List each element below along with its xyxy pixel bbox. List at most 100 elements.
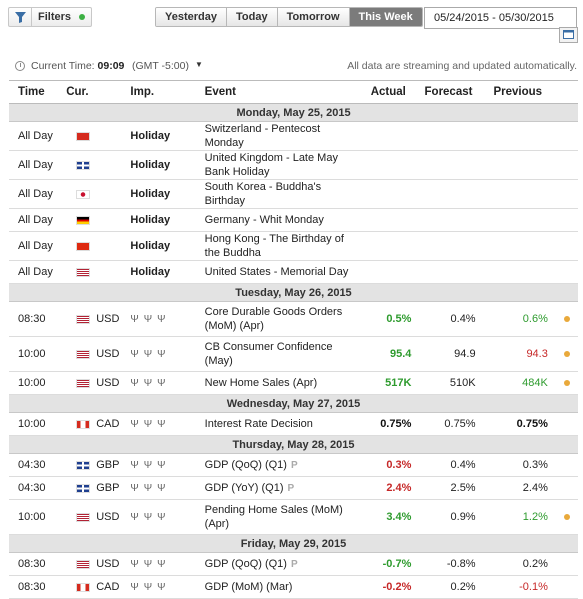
event-forecast: 0.4%: [417, 301, 480, 337]
event-currency: CAD: [66, 412, 131, 436]
time-bar: Current Time: 09:09 (GMT -5:00) ▼ All da…: [15, 59, 577, 75]
event-time: All Day: [9, 260, 67, 284]
event-actual: [359, 208, 418, 232]
period-today[interactable]: Today: [226, 8, 278, 26]
event-importance: Holiday: [130, 231, 205, 261]
importance-bulls-icon: ΨΨΨ: [130, 460, 171, 471]
event-importance: ΨΨΨ: [130, 301, 205, 337]
event-name[interactable]: Pending Home Sales (MoM) (Apr): [204, 499, 360, 535]
table-row[interactable]: All Day Holiday United Kingdom - Late May …: [9, 150, 578, 180]
currency-code: CAD: [96, 581, 120, 594]
event-name[interactable]: United Kingdom - Late May Bank Holiday: [204, 150, 360, 180]
flag-ca-icon: [76, 419, 91, 429]
col-event[interactable]: Event: [204, 80, 360, 104]
table-row[interactable]: 08:30 CAD ΨΨΨ GDP (MoM) (Mar) -0.2% 0.2% -0.1%: [9, 575, 578, 599]
calendar-button[interactable]: [559, 27, 578, 43]
event-name[interactable]: GDP (QoQ) (Q1) P: [204, 552, 360, 576]
event-importance: Holiday: [130, 208, 205, 232]
period-this-week[interactable]: This Week: [349, 8, 422, 26]
col-time[interactable]: Time: [9, 80, 67, 104]
table-row[interactable]: 10:00 USD ΨΨΨ CB Consumer Confidence (May) 95…: [9, 336, 578, 372]
event-name[interactable]: South Korea - Buddha's Birthday: [204, 179, 360, 209]
event-name[interactable]: GDP (YoY) (Q1) P: [204, 476, 360, 500]
table-row[interactable]: 08:30 USD ΨΨΨ Core Durable Goods Orders (MoM…: [9, 301, 578, 337]
event-actual: 0.75%: [359, 412, 418, 436]
date-range-input[interactable]: 05/24/2015 - 05/30/2015: [424, 7, 577, 29]
currency-code: GBP: [96, 459, 120, 472]
event-alert[interactable]: [555, 371, 578, 395]
filters-active-indicator: [79, 14, 86, 20]
flag-us-icon: [76, 267, 91, 277]
event-alert: [555, 208, 578, 232]
event-alert[interactable]: [555, 499, 578, 535]
event-name[interactable]: CB Consumer Confidence (May): [204, 336, 360, 372]
day-header: Monday, May 25, 2015: [9, 103, 578, 122]
event-alert[interactable]: [555, 336, 578, 372]
col-previous[interactable]: Previous: [479, 80, 556, 104]
day-header-row: Friday, May 29, 2015: [9, 534, 578, 553]
table-row[interactable]: All Day Holiday Germany - Whit Monday: [9, 208, 578, 232]
table-row[interactable]: 10:00 USD ΨΨΨ New Home Sales (Apr) 517K 510K 4…: [9, 371, 578, 395]
table-row[interactable]: 04:30 GBP ΨΨΨ GDP (QoQ) (Q1) P 0.3% 0.4% 0.3%: [9, 453, 578, 477]
event-name[interactable]: Interest Rate Decision: [204, 412, 360, 436]
event-name[interactable]: Germany - Whit Monday: [204, 208, 360, 232]
event-name[interactable]: United States - Memorial Day: [204, 260, 360, 284]
col-forecast[interactable]: Forecast: [417, 80, 480, 104]
holiday-label: Holiday: [130, 214, 171, 226]
event-previous: [479, 260, 556, 284]
flag-us-icon: [76, 559, 91, 569]
event-name[interactable]: Switzerland - Pentecost Monday: [204, 121, 360, 151]
table-row[interactable]: 10:00 CAD ΨΨΨ Interest Rate Decision 0.75% 0.…: [9, 412, 578, 436]
event-name[interactable]: GDP (QoQ) (Q1) P: [204, 453, 360, 477]
event-currency: GBP: [66, 476, 131, 500]
event-actual: [359, 260, 418, 284]
event-currency: [66, 231, 131, 261]
event-name[interactable]: Hong Kong - The Birthday of the Buddha: [204, 231, 360, 261]
event-previous: [479, 208, 556, 232]
event-currency: [66, 179, 131, 209]
event-alert: [555, 150, 578, 180]
table-row[interactable]: All Day Holiday United States - Memorial D…: [9, 260, 578, 284]
event-alert[interactable]: [555, 301, 578, 337]
event-currency: GBP: [66, 453, 131, 477]
flag-us-icon: [76, 378, 91, 388]
col-currency[interactable]: Cur.: [66, 80, 131, 104]
period-yesterday[interactable]: Yesterday: [156, 8, 227, 26]
table-row[interactable]: All Day Holiday Hong Kong - The Birthday o…: [9, 231, 578, 261]
importance-bulls-icon: ΨΨΨ: [130, 419, 171, 430]
event-forecast: 94.9: [417, 336, 480, 372]
event-alert: [555, 260, 578, 284]
alert-dot-icon[interactable]: [563, 380, 570, 386]
table-row[interactable]: 10:00 USD ΨΨΨ Pending Home Sales (MoM) (Apr)…: [9, 499, 578, 535]
event-forecast: [417, 231, 480, 261]
alert-dot-icon[interactable]: [563, 351, 570, 357]
event-previous: 0.2%: [479, 552, 556, 576]
event-name[interactable]: GDP (MoM) (Mar): [204, 575, 360, 599]
table-row[interactable]: All Day Holiday South Korea - Buddha's Bir…: [9, 179, 578, 209]
event-actual: 0.3%: [359, 453, 418, 477]
event-name-line: CB Consumer Confidence: [204, 341, 333, 353]
period-selector: Yesterday Today Tomorrow This Week: [155, 7, 423, 27]
period-tomorrow[interactable]: Tomorrow: [277, 8, 350, 26]
day-header: Tuesday, May 26, 2015: [9, 283, 578, 302]
event-name-line: United States - Memorial Day: [204, 266, 349, 278]
timezone-select[interactable]: (GMT -5:00): [132, 60, 189, 72]
col-actual[interactable]: Actual: [359, 80, 418, 104]
table-row[interactable]: All Day Holiday Switzerland - Pentecost Mo…: [9, 121, 578, 151]
table-header: Time Cur. Imp. Event Actual Forecast Pre…: [9, 80, 578, 104]
alert-dot-icon[interactable]: [563, 316, 570, 322]
flag-ca-icon: [76, 582, 91, 592]
preliminary-icon: P: [290, 558, 298, 570]
table-row[interactable]: 08:30 USD ΨΨΨ GDP (QoQ) (Q1) P -0.7% -0.8% 0.2%: [9, 552, 578, 576]
event-name[interactable]: Core Durable Goods Orders (MoM) (Apr): [204, 301, 360, 337]
event-name-line: Pending Home Sales (MoM): [204, 504, 343, 516]
filters-button[interactable]: Filters: [8, 7, 92, 27]
col-importance[interactable]: Imp.: [130, 80, 205, 104]
day-header-row: Wednesday, May 27, 2015: [9, 394, 578, 413]
table-row[interactable]: 04:30 GBP ΨΨΨ GDP (YoY) (Q1) P 2.4% 2.5% 2.4%: [9, 476, 578, 500]
event-name[interactable]: New Home Sales (Apr): [204, 371, 360, 395]
chevron-down-icon[interactable]: ▼: [195, 60, 203, 69]
event-previous: [479, 231, 556, 261]
event-alert: [555, 412, 578, 436]
alert-dot-icon[interactable]: [563, 514, 570, 520]
